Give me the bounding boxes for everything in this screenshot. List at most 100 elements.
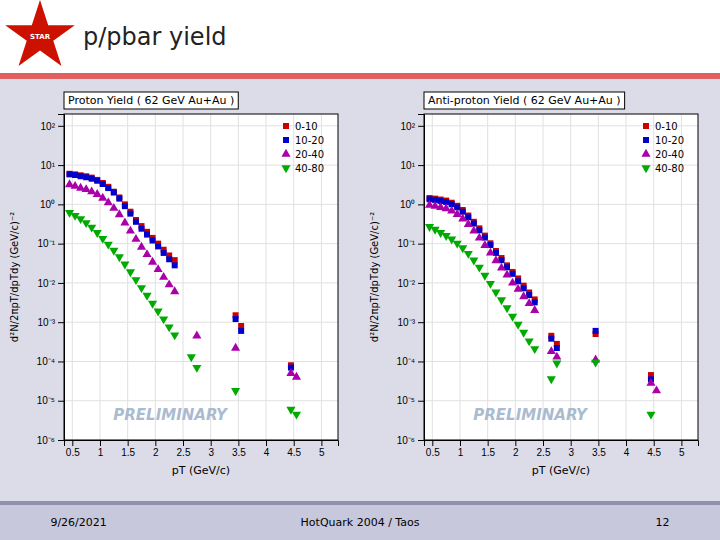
y-tick-mark	[418, 440, 424, 441]
x-tick: 3	[208, 440, 214, 458]
x-tick-label: 2.5	[177, 447, 191, 458]
header-strip	[0, 73, 720, 79]
x-tick-label: 0.5	[426, 447, 440, 458]
y-axis: 10⁻⁶10⁻⁵10⁻⁴10⁻³10⁻²10⁻¹10⁰10¹10²	[37, 115, 65, 446]
legend-label: 10-20	[295, 135, 324, 146]
y-tick-label: 10⁻⁵	[397, 395, 415, 406]
y-tick-mark	[418, 361, 424, 362]
point	[161, 250, 167, 256]
point	[127, 211, 133, 217]
point	[111, 190, 117, 196]
footer	[0, 505, 720, 540]
y-tick-mark	[58, 440, 64, 441]
y-tick-label: 10⁻²	[38, 278, 56, 289]
grid-line	[99, 114, 100, 440]
point	[105, 185, 111, 191]
point	[233, 316, 239, 322]
point	[120, 218, 129, 226]
point	[514, 284, 523, 292]
point	[192, 331, 201, 339]
y-axis-title: d²N/2πpT/dpTdy (GeV/c)⁻²	[369, 212, 380, 342]
legend-symbol	[281, 149, 290, 157]
point	[67, 171, 73, 177]
x-tick-mark	[100, 440, 101, 446]
y-tick: 10⁻¹	[398, 238, 424, 249]
y-tick: 10⁻³	[398, 317, 424, 328]
point	[100, 181, 106, 187]
point	[78, 172, 84, 178]
legend: 0-1010-2020-4040-80	[641, 121, 684, 174]
point	[480, 240, 489, 248]
y-axis-title: d²N/2πpT/dpTdy (GeV/c)⁻²	[9, 212, 20, 342]
legend-symbol	[641, 149, 650, 157]
x-tick-mark	[211, 440, 212, 446]
point	[111, 189, 117, 195]
x-tick-mark	[155, 440, 156, 446]
point	[120, 262, 129, 270]
legend: 0-1010-2020-4040-80	[281, 121, 324, 174]
y-tick-mark	[418, 283, 424, 284]
series	[427, 196, 654, 382]
point	[530, 346, 539, 354]
x-tick-label: 5	[319, 447, 325, 458]
point	[137, 242, 146, 250]
point	[122, 203, 128, 209]
point	[502, 270, 511, 278]
point	[94, 177, 100, 183]
point	[172, 257, 178, 263]
legend-entry: 20-40	[641, 149, 684, 160]
legend-entry: 10-20	[283, 135, 324, 146]
point	[133, 219, 139, 225]
y-tick-mark	[58, 322, 64, 323]
point	[72, 172, 78, 178]
x-tick-mark	[626, 440, 627, 446]
x-axis: 0.511.522.533.544.55	[425, 440, 699, 458]
point	[646, 412, 655, 420]
x-tick: 4	[624, 440, 630, 458]
grid-line	[64, 400, 338, 401]
point	[548, 336, 554, 342]
y-tick-mark	[58, 126, 64, 127]
point	[142, 293, 151, 301]
x-tick-mark	[432, 440, 433, 446]
y-tick-mark	[58, 361, 64, 362]
panel-title-frame	[424, 92, 625, 109]
point	[515, 278, 521, 284]
grid-line	[598, 114, 599, 440]
y-tick-mark	[58, 204, 64, 205]
y-tick: 10¹	[401, 160, 424, 171]
y-tick: 10⁻²	[38, 278, 64, 289]
x-tick-mark	[183, 440, 184, 446]
header	[0, 0, 720, 73]
legend-symbol	[643, 123, 649, 129]
point	[458, 213, 467, 221]
point	[508, 278, 517, 286]
x-tick-label: 4.5	[647, 447, 661, 458]
plot-background	[64, 114, 338, 440]
point	[514, 322, 523, 330]
series	[65, 210, 301, 420]
y-tick-label: 10⁻⁶	[37, 435, 55, 446]
point	[67, 171, 73, 177]
y-tick: 10²	[401, 121, 424, 132]
y-tick-mark	[58, 165, 64, 166]
y-tick-label: 10⁻⁴	[37, 356, 55, 367]
legend-entry: 40-80	[281, 163, 324, 174]
x-tick: 1.5	[121, 440, 135, 458]
point	[78, 173, 84, 179]
y-tick-label: 10⁻²	[398, 278, 416, 289]
point	[154, 309, 163, 317]
legend-label: 0-10	[295, 121, 318, 132]
x-tick-label: 3	[208, 447, 214, 458]
grid-line	[183, 114, 184, 440]
x-tick: 4.5	[647, 440, 661, 458]
x-tick-mark	[515, 440, 516, 446]
x-tick: 0.5	[66, 440, 80, 458]
x-tick-mark	[654, 440, 655, 446]
point	[502, 305, 511, 313]
y-tick: 10⁻³	[38, 317, 64, 328]
grid-line	[432, 114, 433, 440]
x-axis-line	[65, 441, 339, 447]
point	[508, 314, 517, 322]
x-tick-mark	[598, 440, 599, 446]
